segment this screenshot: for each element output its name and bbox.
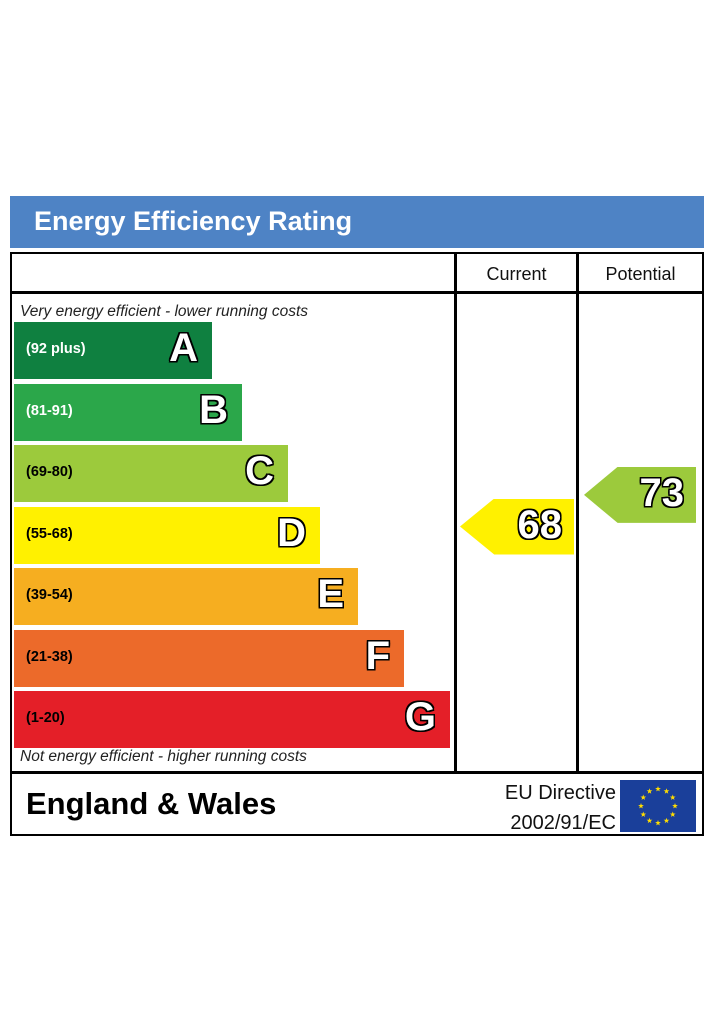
rating-band-g: (1-20) G <box>14 691 450 748</box>
bottom-caption: Not energy efficient - higher running co… <box>20 748 307 765</box>
eu-stars-graphic <box>638 786 678 826</box>
top-caption: Very energy efficient - lower running co… <box>20 303 309 320</box>
eu-star-icon <box>672 803 678 809</box>
eu-star-icon <box>655 786 661 792</box>
eu-star-icon <box>669 811 676 817</box>
directive-line-1: EU Directive <box>504 782 616 804</box>
rating-band-e: (39-54) E <box>14 568 358 625</box>
rating-band-d: (55-68) D <box>14 506 320 564</box>
current-column-divider <box>454 254 457 772</box>
band-range-label: (92 plus) <box>26 341 86 357</box>
eu-star-icon <box>663 788 670 794</box>
current-column-header: Current <box>486 264 547 284</box>
eu-star-icon <box>646 788 653 794</box>
rating-header: Energy Efficiency Rating <box>10 196 704 248</box>
potential-column-header: Potential <box>605 264 676 284</box>
band-range-label: (1-20) <box>26 710 65 726</box>
rating-band-b: (81-91) B <box>14 383 242 441</box>
chart-title: Energy Efficiency Rating <box>34 206 353 236</box>
current-rating-arrow: 68 <box>460 498 574 555</box>
band-range-label: (55-68) <box>26 525 73 542</box>
current-rating-value: 68 <box>517 502 563 547</box>
rating-band-f: (21-38) F <box>14 629 404 687</box>
eu-star-icon <box>638 803 644 809</box>
footer-row-divider <box>12 771 702 774</box>
potential-rating-arrow: 73 <box>584 466 696 523</box>
band-range-label: (69-80) <box>26 464 73 480</box>
band-letter: C <box>245 449 274 493</box>
eu-star-icon <box>640 794 647 800</box>
eu-star-icon <box>663 817 670 824</box>
eu-star-icon <box>669 794 676 800</box>
potential-column-divider <box>576 254 579 772</box>
band-letter: F <box>365 633 390 678</box>
band-range-label: (21-38) <box>26 648 73 665</box>
eu-star-icon <box>640 811 647 817</box>
eu-star-icon <box>655 820 661 826</box>
band-range-label: (81-91) <box>26 402 73 419</box>
rating-table: Current Potential Very energy efficient … <box>10 252 704 836</box>
eu-flag-icon <box>620 780 696 832</box>
band-letter: E <box>317 572 344 616</box>
band-letter: B <box>199 387 228 432</box>
potential-rating-value: 73 <box>639 470 685 515</box>
band-letter: A <box>169 326 198 370</box>
band-range-label: (39-54) <box>26 587 73 603</box>
region-label: England & Wales <box>26 786 277 821</box>
band-letter: G <box>404 695 436 739</box>
rating-band-c: (69-80) C <box>14 445 288 502</box>
band-letter: D <box>277 510 306 555</box>
header-row-divider <box>12 291 702 294</box>
rating-band-a: (92 plus) A <box>14 322 212 379</box>
eu-star-icon <box>646 817 653 824</box>
directive-line-2: 2002/91/EC <box>510 812 616 834</box>
